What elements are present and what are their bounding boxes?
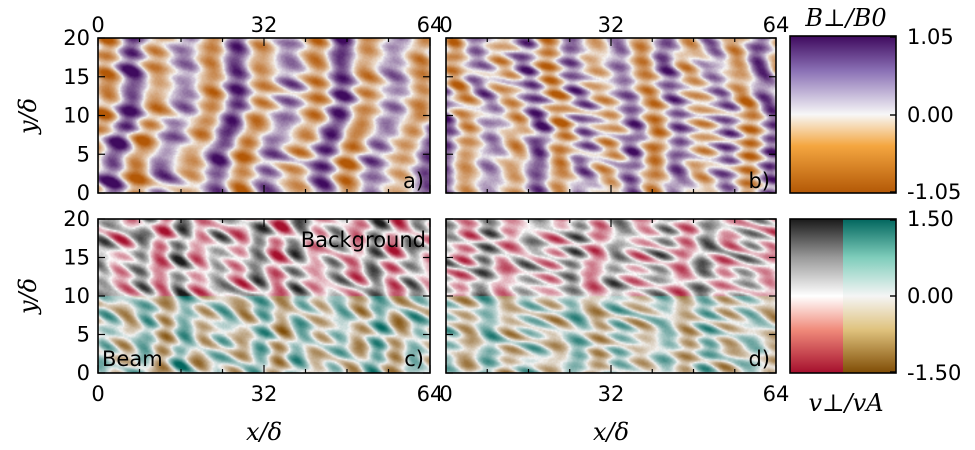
xlabel-right: x/δ (593, 418, 629, 446)
x-tick-label-top: 32 (251, 13, 278, 37)
heatmap-d (446, 219, 776, 373)
colorbar-b-min: -1.05 (907, 180, 961, 204)
colorbar-v-max: 1.50 (907, 207, 954, 231)
y-tick-label: 5 (77, 323, 90, 347)
y-tick-label: 0 (77, 361, 90, 385)
panel-a: 0 32 64 0 5 10 15 20 a) (63, 13, 443, 205)
heatmap-a (98, 38, 430, 193)
panel-label-b: b) (748, 169, 770, 193)
colorbar-v-beam-gradient (843, 219, 896, 373)
x-tick-label-top: 0 (91, 13, 104, 37)
ylabel-top: y/δ (14, 98, 42, 135)
ylabel-bottom: y/δ (14, 278, 42, 315)
x-tick-label-bottom: 0 (439, 382, 452, 406)
x-tick-label-top: 64 (763, 13, 790, 37)
y-tick-label: 0 (77, 181, 90, 205)
panel-label-d: d) (748, 347, 770, 371)
x-tick-label-bottom: 32 (251, 382, 278, 406)
y-tick-label: 10 (63, 284, 90, 308)
panel-c: 0 32 64 0 5 10 15 20 Background Beam c) (63, 207, 443, 406)
colorbar-v-background-gradient (790, 219, 843, 373)
colorbar-v-mid: 0.00 (907, 284, 954, 308)
region-label-beam: Beam (102, 347, 163, 371)
x-tick-label-bottom: 0 (91, 382, 104, 406)
heatmap-c (98, 219, 430, 373)
y-tick-label: 15 (63, 246, 90, 270)
colorbar-label-b: B⊥/B0 (804, 4, 886, 32)
xlabel-left: x/δ (246, 418, 282, 446)
y-tick-label: 15 (63, 65, 90, 89)
region-label-background: Background (301, 228, 426, 252)
colorbar-b-gradient (789, 35, 897, 194)
x-tick-label-top: 32 (598, 13, 625, 37)
x-tick-label-top: 0 (439, 13, 452, 37)
y-tick-label: 5 (77, 142, 90, 166)
panel-d: 0 32 64 d) (439, 218, 790, 406)
x-tick-label-bottom: 32 (598, 382, 625, 406)
colorbar-label-v: v⊥/vA (808, 389, 883, 417)
panel-label-a: a) (403, 169, 424, 193)
x-tick-label-bottom: 64 (763, 382, 790, 406)
panel-b: 0 32 64 b) (439, 13, 790, 194)
y-tick-label: 20 (63, 207, 90, 231)
y-tick-label: 20 (63, 26, 90, 50)
heatmap-b (446, 38, 776, 193)
x-tick-label-top: 64 (417, 13, 444, 37)
x-tick-label-bottom: 64 (417, 382, 444, 406)
colorbar-b-mid: 0.00 (907, 103, 954, 127)
colorbar-b-max: 1.05 (907, 25, 954, 49)
colorbar-v-min: -1.50 (907, 361, 961, 385)
y-tick-label: 10 (63, 104, 90, 128)
colorbar-v-perp: 1.50 0.00 -1.50 v⊥/vA (789, 207, 961, 417)
panel-label-c: c) (404, 347, 424, 371)
colorbar-b-perp: B⊥/B0 1.05 0.00 -1.05 (789, 4, 961, 204)
